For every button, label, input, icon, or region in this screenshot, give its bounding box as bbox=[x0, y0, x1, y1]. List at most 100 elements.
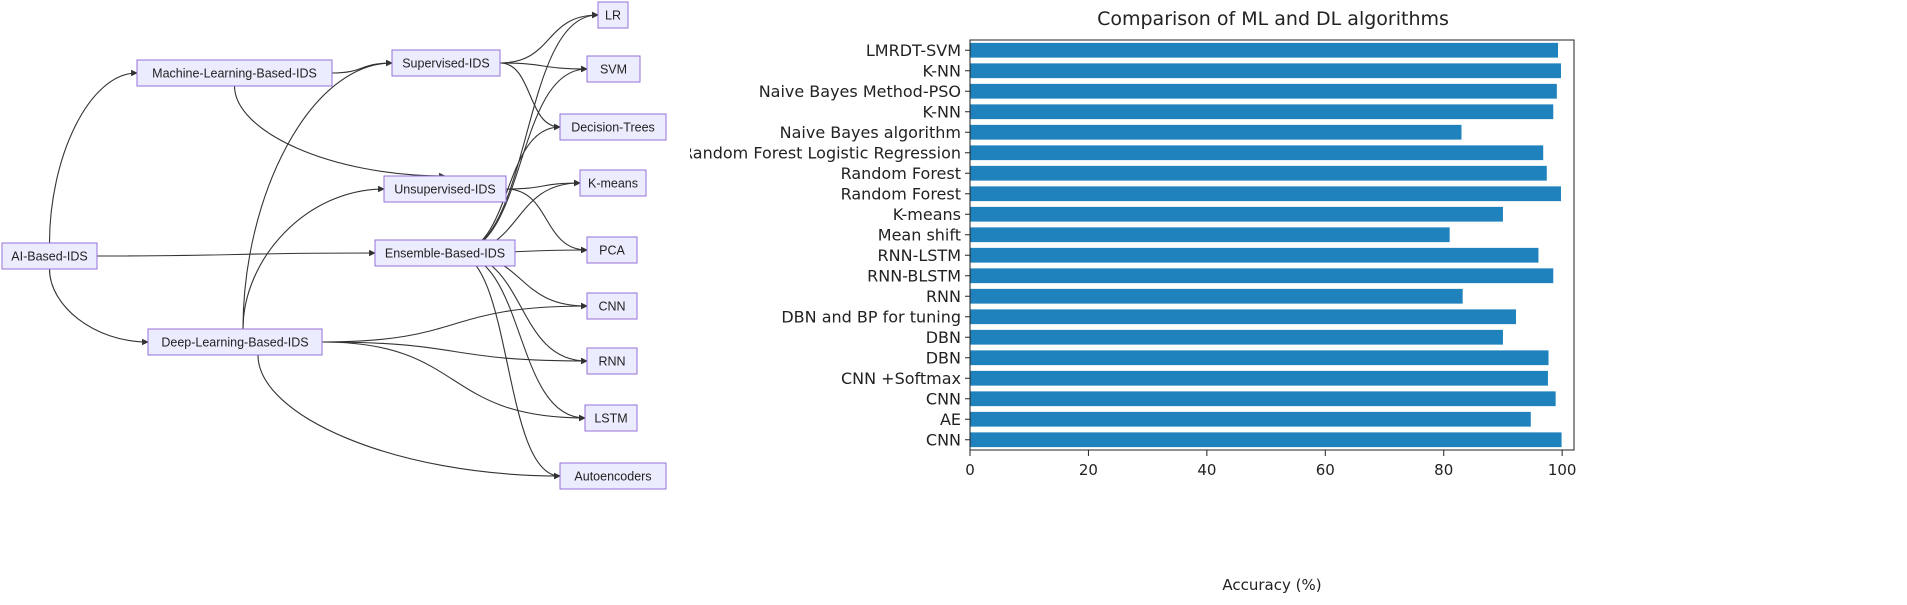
node-label: SVM bbox=[600, 63, 627, 77]
bar-11 bbox=[970, 268, 1554, 284]
node-box bbox=[586, 347, 638, 375]
x-tick-label-2: 40 bbox=[1197, 461, 1216, 479]
accuracy-bar-chart: Comparison of ML and DL algorithms LMRDT… bbox=[682, 0, 1907, 601]
node-label: LSTM bbox=[594, 412, 627, 426]
bar-17 bbox=[970, 391, 1556, 407]
x-axis-label: Accuracy (%) bbox=[1222, 576, 1321, 594]
node-box bbox=[1, 242, 98, 270]
node-svm: SVM bbox=[586, 55, 641, 83]
edge-ml-unsup bbox=[233, 85, 446, 180]
category-label-12: RNN bbox=[926, 287, 961, 306]
node-box bbox=[559, 462, 667, 490]
node-label: PCA bbox=[599, 244, 625, 258]
bar-4 bbox=[970, 124, 1462, 140]
category-label-7: Random Forest bbox=[841, 184, 961, 203]
plot-frame bbox=[969, 39, 1575, 451]
category-label-9: Mean shift bbox=[878, 225, 961, 244]
node-label: RNN bbox=[598, 355, 625, 369]
node-lstm: LSTM bbox=[584, 404, 638, 432]
node-label: Decision-Trees bbox=[571, 121, 655, 135]
bar-9 bbox=[970, 227, 1450, 243]
bar-16 bbox=[970, 370, 1548, 386]
node-box bbox=[579, 169, 647, 197]
edge-dl-lstm bbox=[321, 341, 586, 422]
bar-6 bbox=[970, 165, 1547, 181]
bar-2 bbox=[970, 83, 1557, 99]
edge-sup-lr bbox=[499, 11, 599, 64]
edge-sup-dt bbox=[499, 62, 561, 131]
node-unsup: Unsupervised-IDS bbox=[383, 175, 507, 203]
node-ai: AI-Based-IDS bbox=[1, 242, 98, 270]
category-label-8: K-means bbox=[893, 205, 961, 224]
edge-unsup-pca bbox=[505, 188, 588, 254]
edge-dl-ae bbox=[257, 354, 561, 480]
category-label-18: AE bbox=[940, 410, 961, 429]
bar-1 bbox=[970, 63, 1561, 79]
node-rnn: RNN bbox=[586, 347, 638, 375]
node-label: AI-Based-IDS bbox=[11, 250, 87, 264]
bar-12 bbox=[970, 288, 1463, 304]
category-label-0: LMRDT-SVM bbox=[866, 41, 961, 60]
node-ens: Ensemble-Based-IDS bbox=[374, 239, 516, 267]
category-label-1: K-NN bbox=[922, 61, 961, 80]
category-label-10: RNN-LSTM bbox=[878, 246, 961, 265]
bar-10 bbox=[970, 247, 1539, 263]
node-label: Ensemble-Based-IDS bbox=[385, 247, 505, 261]
edge-dl-cnn bbox=[321, 302, 588, 343]
category-label-4: Naive Bayes algorithm bbox=[780, 123, 961, 142]
edge-ens-rnn bbox=[454, 252, 588, 365]
bar-19 bbox=[970, 432, 1562, 448]
node-dl: Deep-Learning-Based-IDS bbox=[147, 328, 323, 356]
node-label: Supervised-IDS bbox=[402, 57, 490, 71]
node-label: K-means bbox=[588, 177, 638, 191]
node-lr: LR bbox=[597, 1, 629, 29]
node-label: Autoencoders bbox=[574, 470, 651, 484]
node-box bbox=[136, 59, 333, 87]
bar-series bbox=[970, 42, 1562, 448]
bar-7 bbox=[970, 186, 1561, 202]
node-box bbox=[391, 49, 501, 77]
bar-13 bbox=[970, 309, 1516, 325]
x-tick-label-4: 80 bbox=[1434, 461, 1453, 479]
edge-ens-svm bbox=[454, 65, 588, 254]
edge-ai-ens bbox=[96, 249, 376, 257]
node-box bbox=[374, 239, 516, 267]
chart-canvas: Comparison of ML and DL algorithms LMRDT… bbox=[682, 8, 1576, 594]
chart-title: Comparison of ML and DL algorithms bbox=[1097, 8, 1449, 30]
diagram-nodes: AI-Based-IDS Machine-Learning-Based-IDS De… bbox=[1, 1, 667, 490]
edge-dl-unsup bbox=[242, 185, 385, 330]
node-box bbox=[383, 175, 507, 203]
node-sup: Supervised-IDS bbox=[391, 49, 501, 77]
category-label-17: CNN bbox=[926, 389, 961, 408]
edge-sup-svm bbox=[499, 62, 588, 73]
ids-taxonomy-diagram: AI-Based-IDS Machine-Learning-Based-IDS De… bbox=[0, 0, 690, 601]
diagram-canvas: AI-Based-IDS Machine-Learning-Based-IDS De… bbox=[1, 1, 667, 490]
edge-ai-dl bbox=[48, 268, 149, 346]
category-label-14: DBN bbox=[926, 328, 961, 347]
node-dt: Decision-Trees bbox=[559, 113, 667, 141]
node-box bbox=[559, 113, 667, 141]
node-ae: Autoencoders bbox=[559, 462, 667, 490]
node-cnn: CNN bbox=[586, 292, 638, 320]
edge-dl-rnn bbox=[321, 341, 588, 365]
bar-0 bbox=[970, 42, 1559, 58]
node-ml: Machine-Learning-Based-IDS bbox=[136, 59, 333, 87]
x-tick-label-1: 20 bbox=[1079, 461, 1098, 479]
node-km: K-means bbox=[579, 169, 647, 197]
diagram-edges bbox=[48, 11, 599, 480]
category-label-2: Naive Bayes Method-PSO bbox=[759, 82, 961, 101]
category-label-15: DBN bbox=[926, 348, 961, 367]
bar-3 bbox=[970, 104, 1554, 120]
node-box bbox=[147, 328, 323, 356]
node-box bbox=[584, 404, 638, 432]
node-pca: PCA bbox=[586, 236, 638, 264]
category-label-13: DBN and BP for tuning bbox=[781, 307, 961, 326]
edge-ai-ml bbox=[48, 69, 138, 244]
node-label: LR bbox=[605, 9, 621, 23]
category-label-3: K-NN bbox=[922, 102, 961, 121]
x-tick-label-3: 60 bbox=[1316, 461, 1335, 479]
bar-15 bbox=[970, 350, 1549, 366]
node-box bbox=[586, 236, 638, 264]
edge-dl-sup bbox=[242, 59, 393, 330]
